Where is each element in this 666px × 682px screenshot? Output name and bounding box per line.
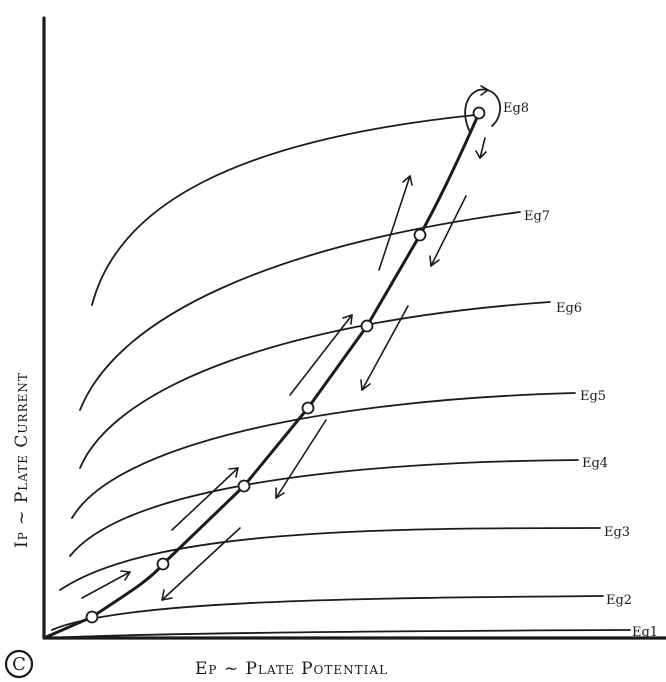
- up-arrow-4-head: [402, 175, 413, 186]
- point-eg3: [156, 557, 170, 571]
- point-eg7: [413, 228, 427, 242]
- down-arrow-5: [161, 527, 241, 601]
- curve-eg4: [69, 459, 579, 557]
- label-eg8: Eg8: [503, 101, 529, 116]
- up-arrow-3: [289, 314, 353, 396]
- label-eg7: Eg7: [524, 209, 550, 224]
- down-arrow-1: [479, 137, 486, 159]
- curve-eg6: [79, 301, 551, 469]
- label-eg4: Eg4: [582, 456, 608, 471]
- curve-eg2: [51, 595, 604, 631]
- point-eg4: [237, 479, 251, 493]
- loop-arrowhead: [480, 85, 489, 96]
- up-arrow-2: [171, 467, 239, 531]
- point-eg6: [360, 319, 374, 333]
- label-eg3: Eg3: [604, 525, 630, 540]
- down-arrow-4-head: [275, 487, 285, 499]
- label-eg2: Eg2: [606, 593, 632, 608]
- point-eg5: [301, 401, 315, 415]
- down-arrow-2: [430, 195, 467, 267]
- point-eg2: [85, 610, 99, 624]
- characteristic-curves: [47, 114, 631, 639]
- corner-mark-circle: [4, 649, 34, 679]
- y-axis-label: Ip ~ Plate Current: [12, 372, 32, 548]
- operating-points: [85, 106, 486, 624]
- direction-arrows: [81, 137, 487, 601]
- down-arrow-2-head: [429, 255, 440, 267]
- up-arrow-4: [378, 175, 411, 271]
- curve-eg8: [91, 114, 476, 306]
- down-arrow-1-head: [475, 150, 487, 159]
- up-arrow-2-head: [228, 467, 239, 478]
- down-arrow-3: [361, 305, 409, 391]
- down-arrow-5-head: [161, 589, 173, 601]
- label-eg5: Eg5: [580, 389, 606, 404]
- down-arrow-3-head: [360, 379, 371, 391]
- up-arrow-3-head: [342, 314, 353, 325]
- curve-eg1: [47, 629, 631, 639]
- curve-labels: Eg8 Eg7 Eg6 Eg5 Eg4 Eg3 Eg2 Eg1: [503, 101, 658, 640]
- curve-eg5: [71, 392, 576, 519]
- corner-mark-letter: C: [12, 654, 26, 675]
- point-eg8: [472, 106, 486, 120]
- up-arrow-1: [81, 571, 131, 599]
- load-line: [42, 111, 481, 640]
- x-axis-label: Ep ~ Plate Potential: [195, 659, 388, 679]
- down-arrow-4: [275, 419, 327, 499]
- curve-eg3: [59, 527, 601, 591]
- up-arrow-1-head: [120, 570, 131, 581]
- label-eg1: Eg1: [632, 625, 658, 640]
- label-eg6: Eg6: [556, 301, 582, 316]
